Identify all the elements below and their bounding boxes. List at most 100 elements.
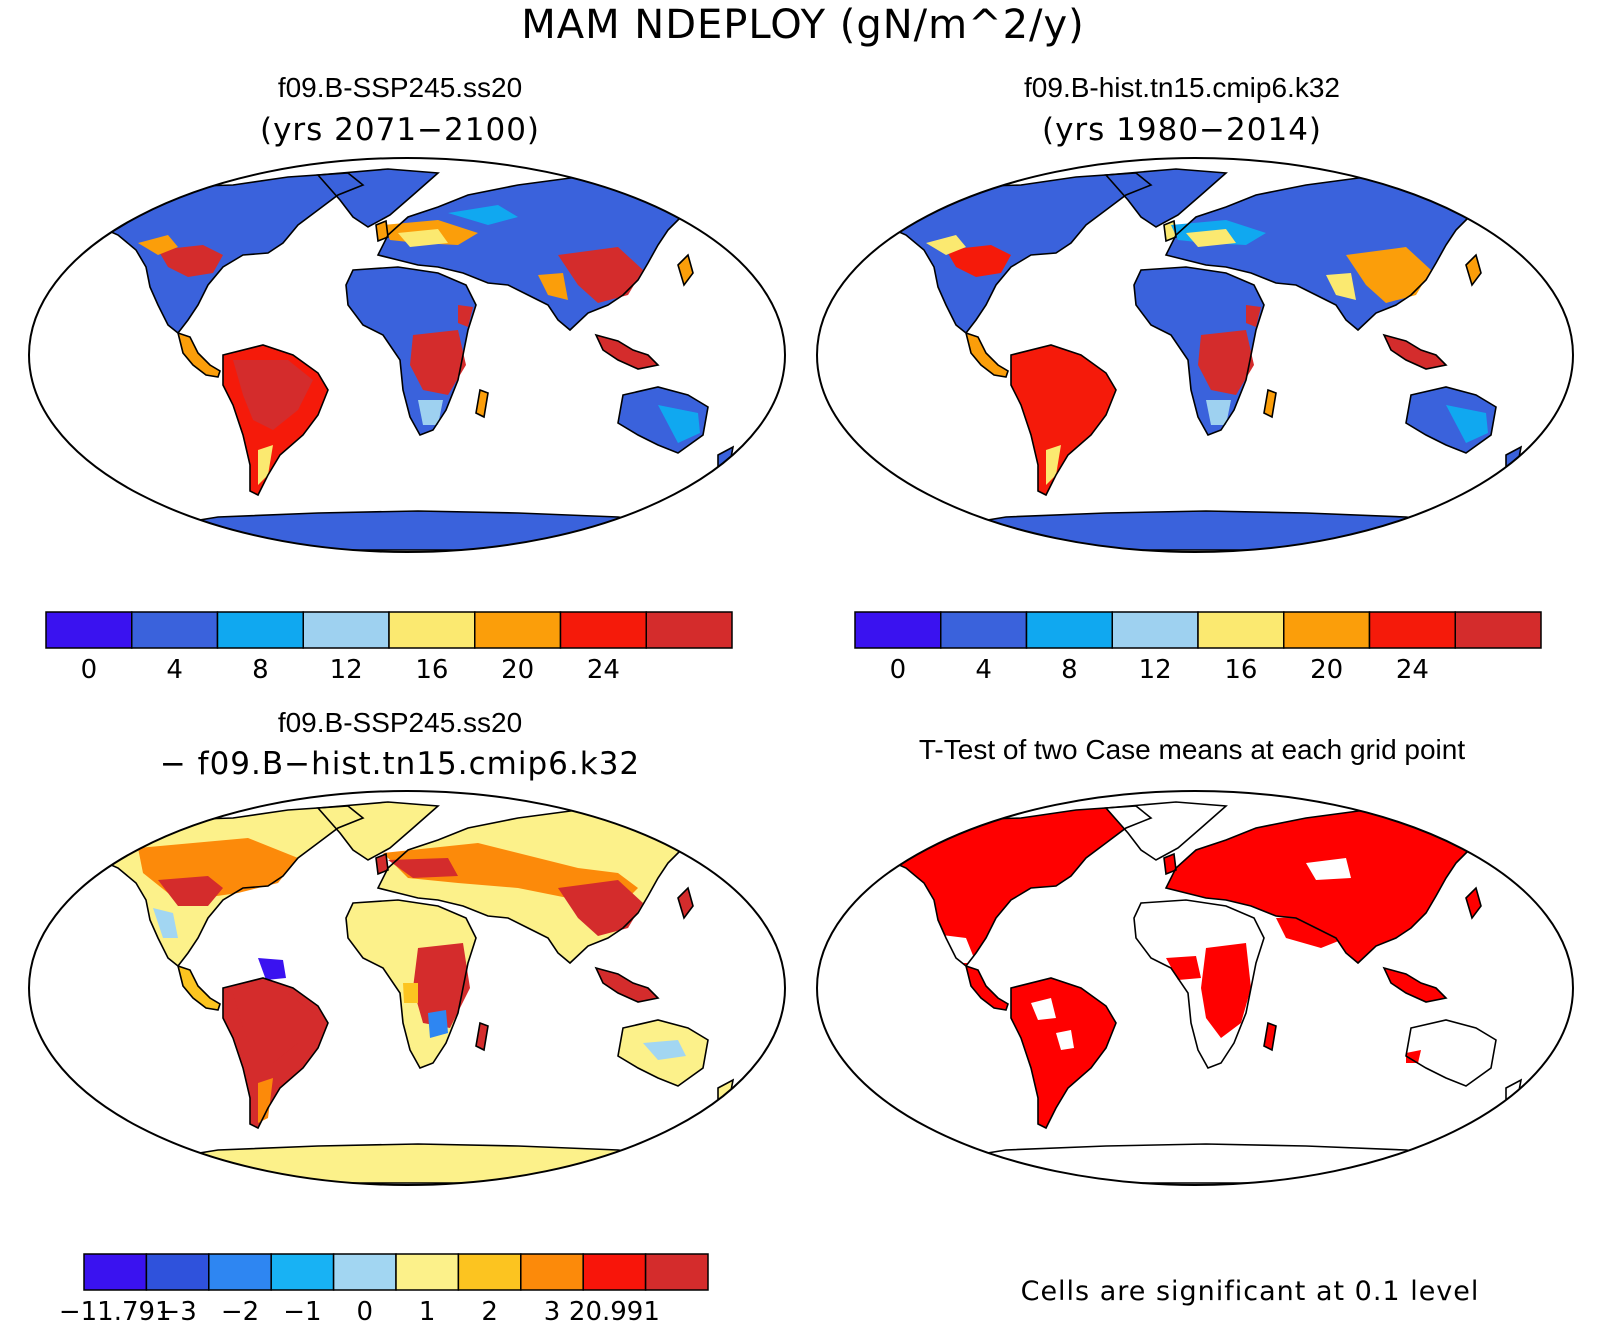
- map-difference-field-patch: [258, 1078, 273, 1123]
- colorbar-difference-swatch: [520, 1253, 584, 1291]
- map-ttest-field-patch: [1406, 1050, 1421, 1063]
- map-panel-historical: [816, 157, 1574, 553]
- colorbar-future-tick-label: 16: [415, 655, 448, 685]
- map-future-field-patch: [138, 235, 178, 255]
- panel-tr-title: f09.B-hist.tn15.cmip6.k32: [1024, 72, 1340, 103]
- map-difference-field-patch: [403, 983, 418, 1003]
- map-difference-field-patch: [643, 1040, 686, 1060]
- map-ttest-coastline-japan: [1465, 886, 1482, 920]
- map-ttest-coastline-australia: [1405, 1019, 1497, 1087]
- map-future-coastline-indonesia: [594, 333, 660, 370]
- map-difference-coastline-japan: [677, 886, 694, 920]
- panel-bl-subtitle: − f09.B−hist.tn15.cmip6.k32: [159, 746, 641, 782]
- map-historical-field-patch: [1326, 273, 1356, 300]
- colorbar-difference-swatch: [457, 1253, 522, 1291]
- colorbar-future-tick-label: 12: [330, 655, 363, 685]
- panel-tr-subtitle: (yrs 1980−2014): [1041, 112, 1323, 148]
- colorbar-difference-swatch: [145, 1253, 210, 1291]
- colorbar-historical-tick-label: 24: [1396, 655, 1429, 685]
- ttest-significance-note: Cells are significant at 0.1 level: [1020, 1276, 1480, 1307]
- map-future-land-greenland: [318, 169, 438, 227]
- map-difference-field-patch: [558, 880, 643, 936]
- map-panel-future: [28, 157, 786, 553]
- map-future-field-patch: [538, 273, 568, 300]
- map-future-land-indonesia: [596, 335, 658, 369]
- map-ttest-coastline-greenland: [1104, 801, 1228, 861]
- map-historical-coastline-uk: [1163, 219, 1177, 243]
- map-future-field-patch: [458, 305, 473, 327]
- map-historical-field-patch: [1446, 405, 1488, 443]
- map-difference-coastline-madagascar: [475, 1021, 489, 1052]
- map-ttest-field-patch: [1031, 998, 1056, 1020]
- colorbar-historical-tick-label: 4: [975, 655, 992, 685]
- colorbar-historical-swatch: [1454, 611, 1542, 649]
- colorbar-historical-swatch: [1025, 611, 1113, 649]
- colorbar-future-swatch: [645, 611, 733, 649]
- colorbar-future-swatch: [302, 611, 390, 649]
- map-panel-difference: [28, 790, 786, 1186]
- colorbar-future-tick-label: 0: [81, 655, 98, 685]
- map-difference-coastline-africa: [345, 899, 477, 1069]
- map-future-coastline-madagascar: [475, 388, 489, 419]
- colorbar-historical-swatch: [1111, 611, 1199, 649]
- map-difference-field-patch: [428, 1010, 448, 1038]
- map-future-coastline-greenland: [316, 168, 440, 228]
- colorbar-difference-swatch: [270, 1253, 335, 1291]
- colorbar-historical-swatch: [940, 611, 1028, 649]
- colorbar-historical-swatch: [854, 611, 942, 649]
- map-future-coastline-antarctica: [135, 510, 701, 551]
- colorbar-future: 0 4 8 12 16 20 24: [45, 611, 733, 685]
- map-historical-land-indonesia: [1384, 335, 1446, 369]
- map-historical-field-patch: [926, 235, 966, 255]
- map-future-field-patch: [158, 245, 223, 277]
- map-future-field-patch: [410, 330, 466, 395]
- map-historical-coastline-madagascar: [1263, 388, 1277, 419]
- map-difference-coastline-centralAmerica: [176, 964, 221, 1011]
- map-ttest-field-patch: [1226, 916, 1261, 936]
- map-historical-coastline-eurasia: [1164, 174, 1488, 332]
- map-future-coastline-australia: [617, 386, 709, 454]
- map-historical-field-patch: [946, 245, 1011, 277]
- map-ttest-field-patch: [1306, 858, 1351, 880]
- colorbar-difference-tick-label: 1: [419, 1297, 436, 1324]
- colorbar-difference-swatch: [83, 1253, 148, 1291]
- figure-title: MAM NDEPLOY (gN/m^2/y): [521, 2, 1085, 48]
- map-difference-coastline-indonesia: [594, 966, 660, 1003]
- colorbar-future-tick-label: 4: [166, 655, 183, 685]
- map-ttest-field-patch: [1276, 916, 1346, 948]
- colorbar-future-swatch: [388, 611, 476, 649]
- colorbar-difference-tick-label: 0: [357, 1297, 374, 1324]
- map-ttest-field-patch: [1056, 1030, 1074, 1050]
- map-future-field-patch: [558, 247, 643, 303]
- map-historical-coastline-southAmerica: [1010, 344, 1117, 497]
- map-future-coastline-centralAmerica: [176, 331, 221, 378]
- map-historical-field-patch: [1346, 247, 1431, 303]
- colorbar-future-swatch: [45, 611, 133, 649]
- colorbar-difference-swatch: [395, 1253, 460, 1291]
- map-historical-field-patch: [1198, 330, 1254, 395]
- map-future-coastline-japan: [677, 253, 694, 287]
- map-panel-ttest: [816, 790, 1574, 1186]
- map-ttest-frame: [816, 790, 1574, 1186]
- map-ttest-land-eurasia: [1166, 808, 1486, 963]
- panel-bl-title: f09.B-SSP245.ss20: [277, 707, 523, 738]
- map-difference-field-patch: [158, 876, 223, 906]
- map-historical-coastline-greenland: [1104, 168, 1228, 228]
- colorbar-difference-tick-label: −11.791: [59, 1297, 172, 1324]
- map-ttest-coastline-eurasia: [1164, 807, 1488, 965]
- map-ttest-land-uk: [1164, 854, 1176, 874]
- map-difference-field-patch: [258, 958, 286, 980]
- map-difference-field-patch: [233, 993, 313, 1063]
- map-ttest-coastline-indonesia: [1382, 966, 1448, 1003]
- colorbar-difference-swatch: [208, 1253, 272, 1291]
- map-future-field-patch: [418, 400, 443, 425]
- colorbar-historical-tick-label: 0: [890, 655, 907, 685]
- map-historical-coastline-northAmerica: [866, 172, 1153, 335]
- map-future-coastline-northAmerica: [78, 172, 365, 335]
- map-ttest-coastline-africa: [1133, 899, 1265, 1069]
- colorbar-difference-swatch: [582, 1253, 647, 1291]
- colorbar-historical-swatch: [1283, 611, 1371, 649]
- map-ttest-coastline-centralAmerica: [964, 964, 1009, 1011]
- map-difference-coastline-antarctica: [135, 1143, 701, 1184]
- map-difference-field-patch: [153, 908, 178, 938]
